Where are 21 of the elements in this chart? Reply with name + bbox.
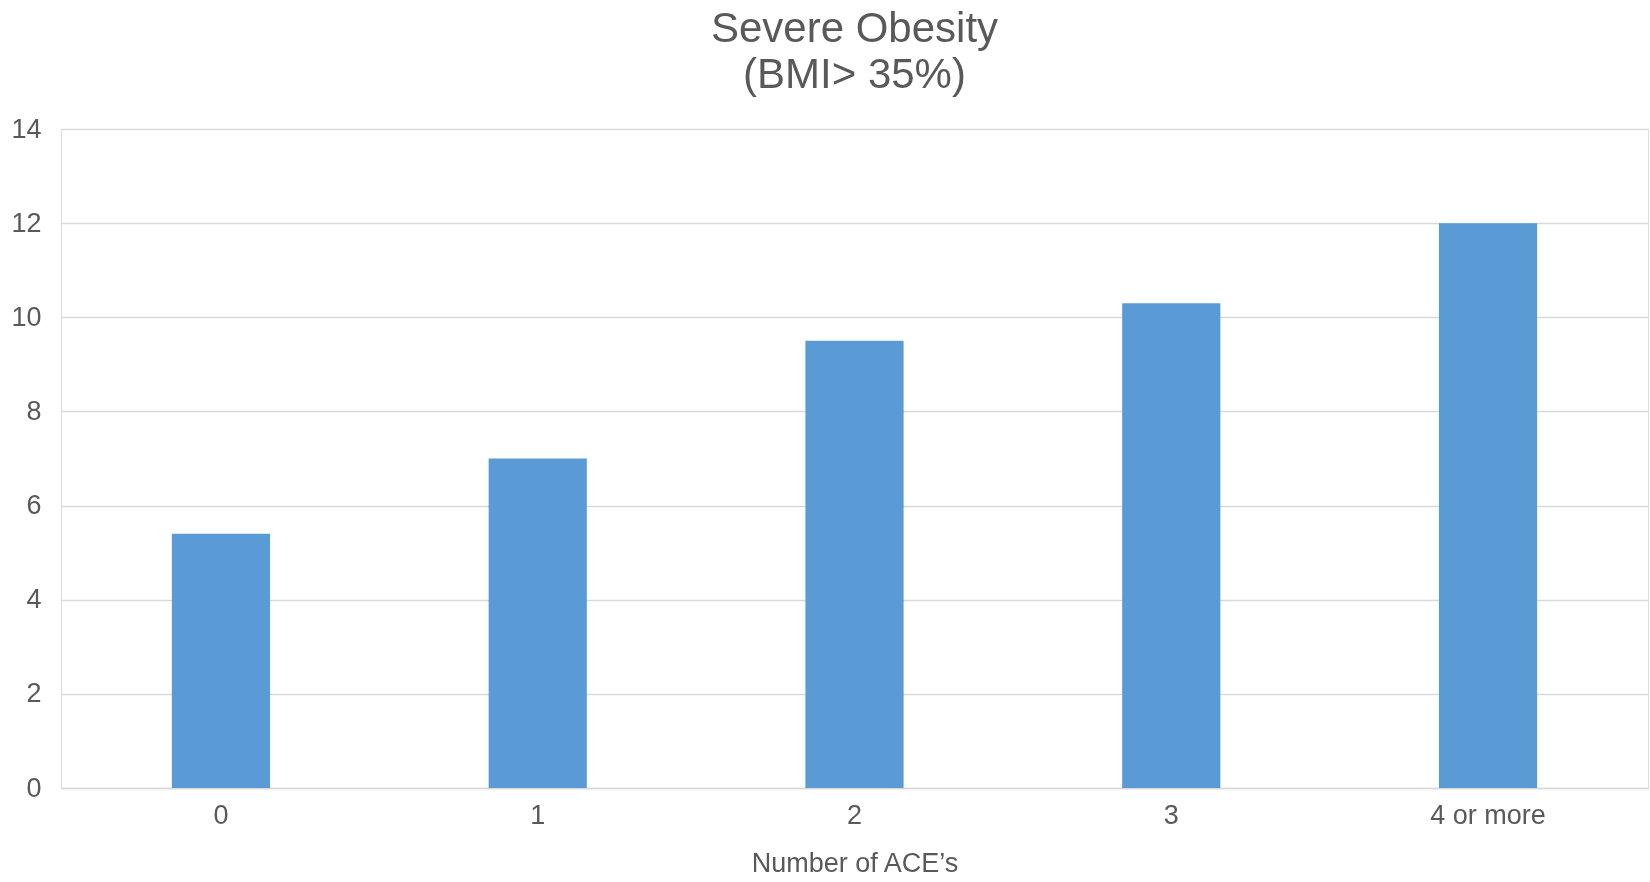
y-tick-label: 10 xyxy=(11,301,42,332)
chart-title: Severe Obesity xyxy=(710,4,999,51)
bar xyxy=(488,458,587,788)
x-tick-label: 1 xyxy=(530,799,546,830)
y-tick-label: 2 xyxy=(26,678,42,709)
y-tick-label: 0 xyxy=(26,772,42,803)
x-axis-title: Number of ACE’s xyxy=(751,847,959,878)
x-tick-label: 3 xyxy=(1163,799,1179,830)
bar xyxy=(1122,303,1221,788)
chart-subtitle: (BMI> 35%) xyxy=(743,50,966,97)
bar xyxy=(171,533,271,788)
bar xyxy=(805,340,904,788)
y-tick-label: 14 xyxy=(11,113,42,144)
y-tick-label: 4 xyxy=(26,584,42,615)
x-tick-label: 4 or more xyxy=(1430,799,1546,830)
x-tick-label: 0 xyxy=(213,799,229,830)
x-tick-label: 2 xyxy=(846,799,863,830)
bar xyxy=(1438,223,1538,788)
y-tick-label: 8 xyxy=(26,395,42,426)
y-tick-label: 12 xyxy=(11,207,42,238)
y-tick-label: 6 xyxy=(26,490,42,521)
